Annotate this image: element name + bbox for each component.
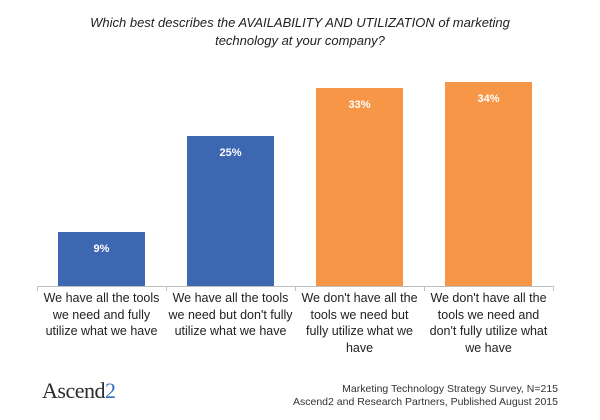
category-label-line: have (345, 340, 374, 355)
category-label-4: We don't have all the tools we need and do… (425, 290, 553, 356)
ascend2-logo: Ascend2 (42, 378, 116, 404)
data-label-1: 9% (94, 243, 110, 255)
category-label-1: We have all the tools we need and fully ut… (38, 290, 166, 340)
category-label-line: fully utilize what we (306, 324, 413, 338)
category-label-3: We don't have all the tools we need but fu… (296, 290, 424, 356)
logo-accent: 2 (104, 378, 116, 403)
category-label-line: tools we need but (310, 307, 409, 322)
category-label-2: We have all the tools we need but don't f… (167, 290, 295, 340)
bar-2 (187, 136, 274, 286)
category-label-line: We don't have all the (430, 291, 547, 305)
logo-text: Ascend (42, 378, 105, 403)
category-label-line: we need but don't fully (168, 307, 293, 322)
category-label-line: tools we need and (437, 307, 540, 322)
category-label-line: we need and fully (52, 307, 151, 322)
data-label-2: 25% (219, 147, 241, 159)
chart-title: Which best describes the AVAILABILITY AN… (0, 14, 600, 50)
bar-1 (58, 232, 145, 286)
category-label-line: don't fully utilize what (429, 324, 548, 338)
source-line-2: Ascend2 and Research Partners, Published… (292, 396, 558, 408)
category-label-line: we have (465, 340, 512, 355)
category-label-line: utilize what we have (45, 324, 158, 338)
bar-3 (316, 88, 403, 286)
category-label-line: We don't have all the (301, 291, 418, 305)
data-label-3: 33% (348, 99, 370, 111)
source-line-1: Marketing Technology Strategy Survey, N=… (342, 383, 558, 395)
category-label-line: We have all the tools (172, 291, 289, 305)
category-label-line: We have all the tools (43, 291, 160, 305)
category-label-line: utilize what we have (174, 324, 287, 338)
bar-4 (445, 82, 532, 286)
chart-title-line-2: technology at your company? (215, 33, 385, 48)
source-note: Marketing Technology Strategy Survey, N=… (293, 383, 558, 409)
chart-title-line-1: Which best describes the AVAILABILITY AN… (90, 15, 510, 30)
data-label-4: 34% (477, 93, 499, 105)
